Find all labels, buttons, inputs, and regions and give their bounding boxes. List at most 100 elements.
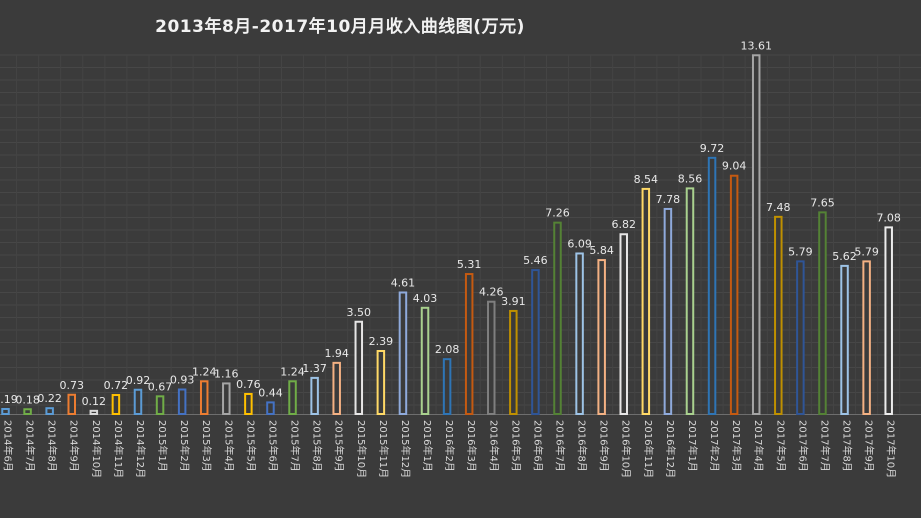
- x-tick-label: 2017年8月: [841, 420, 854, 472]
- x-tick-label: 2014年9月: [68, 420, 81, 472]
- data-label: 4.26: [479, 286, 504, 299]
- x-tick-label: 2015年8月: [311, 420, 324, 472]
- bar: [862, 260, 871, 416]
- bar: [619, 233, 628, 415]
- data-label: 1.24: [192, 365, 217, 378]
- bar: [487, 300, 496, 415]
- data-label: 0.93: [170, 373, 195, 386]
- data-label: 7.08: [876, 211, 901, 224]
- data-label: 1.94: [324, 347, 349, 360]
- bar: [840, 264, 849, 415]
- bar: [177, 388, 187, 415]
- bar: [222, 382, 231, 416]
- bar: [597, 259, 606, 415]
- x-tick-label: 2015年7月: [289, 420, 302, 472]
- bar: [288, 380, 297, 415]
- data-label: 7.26: [545, 207, 570, 220]
- bar: [575, 252, 584, 415]
- bar: [354, 320, 364, 415]
- bar: [310, 376, 319, 416]
- data-label: 9.04: [722, 160, 747, 173]
- x-tick-label: 2017年3月: [730, 420, 743, 472]
- bar: [244, 392, 253, 415]
- gridlines: [0, 54, 921, 414]
- bar: [23, 408, 32, 415]
- bar: [1, 407, 10, 416]
- bar: [111, 394, 121, 415]
- x-tick-label: 2017年7月: [818, 420, 831, 472]
- x-tick-label: 2015年1月: [156, 420, 169, 472]
- x-tick-label: 2014年7月: [24, 420, 37, 472]
- data-label: 0.72: [104, 379, 129, 392]
- bar: [199, 380, 209, 415]
- bar: [553, 221, 562, 415]
- data-label: 0.22: [37, 392, 62, 405]
- bar: [155, 395, 165, 416]
- x-tick-label: 2014年8月: [46, 420, 59, 472]
- bar: [641, 187, 651, 415]
- x-tick-label: 2017年4月: [752, 420, 765, 472]
- x-tick-label: 2014年12月: [134, 420, 147, 478]
- bar: [133, 388, 143, 416]
- x-tick-label: 2016年9月: [598, 420, 611, 472]
- data-label: 9.72: [700, 142, 725, 155]
- data-label: 7.48: [766, 201, 791, 214]
- data-label: 0.67: [148, 380, 173, 393]
- x-tick-label: 2016年7月: [554, 420, 567, 472]
- data-label: 1.37: [302, 362, 327, 375]
- x-tick-label: 2017年9月: [863, 420, 876, 472]
- data-label: 1.16: [214, 367, 239, 380]
- x-tick-label: 2017年5月: [774, 420, 787, 472]
- bar: [45, 407, 54, 415]
- bar: [89, 409, 99, 415]
- bar: [818, 211, 827, 415]
- data-label: 4.61: [391, 276, 416, 289]
- x-tick-label: 2015年5月: [244, 420, 257, 472]
- data-label: 5.62: [832, 250, 857, 263]
- x-tick-label: 2015年6月: [266, 420, 279, 472]
- data-label: 7.78: [656, 193, 681, 206]
- data-label: 0.19: [0, 393, 18, 406]
- data-label: 7.65: [810, 196, 835, 209]
- data-label: 6.82: [611, 218, 636, 231]
- data-label: 8.56: [678, 172, 703, 185]
- data-label: 5.79: [854, 245, 879, 258]
- x-tick-label: 2014年11月: [112, 420, 125, 478]
- x-tick-label: 2016年5月: [509, 420, 522, 472]
- bar: [332, 361, 341, 416]
- bar: [464, 273, 474, 415]
- data-label: 2.08: [435, 343, 460, 356]
- data-label: 5.31: [457, 258, 482, 271]
- bar: [663, 207, 673, 415]
- bar: [707, 156, 717, 416]
- bar: [442, 358, 452, 416]
- data-label: 13.61: [740, 39, 772, 52]
- x-tick-label: 2016年8月: [576, 420, 589, 472]
- bar: [509, 309, 518, 415]
- data-label: 4.03: [413, 292, 438, 305]
- data-label: 1.24: [280, 365, 305, 378]
- bar: [685, 187, 695, 415]
- bar: [266, 401, 275, 416]
- chart-title: 2013年8月-2017年10月月收入曲线图(万元): [155, 17, 525, 37]
- x-tick-label: 2016年12月: [664, 420, 677, 478]
- data-label: 5.79: [788, 245, 813, 258]
- x-tick-label: 2015年9月: [333, 420, 346, 472]
- bar: [398, 291, 408, 415]
- x-tick-label: 2015年3月: [200, 420, 213, 472]
- x-tick-label: 2015年12月: [399, 420, 412, 478]
- data-label: 5.84: [589, 244, 614, 257]
- bar: [796, 260, 805, 416]
- x-tick-label: 2015年4月: [222, 420, 235, 472]
- x-tick-label: 2017年2月: [708, 420, 721, 472]
- bar: [420, 306, 430, 415]
- data-label: 0.44: [258, 386, 283, 399]
- x-tick-label: 2015年10月: [355, 420, 368, 478]
- data-label: 6.09: [567, 237, 592, 250]
- x-tick-label: 2014年6月: [2, 420, 15, 472]
- x-tick-label: 2017年10月: [885, 420, 898, 478]
- bar: [376, 350, 386, 416]
- data-label: 5.46: [523, 254, 548, 267]
- x-tick-label: 2016年3月: [465, 420, 478, 472]
